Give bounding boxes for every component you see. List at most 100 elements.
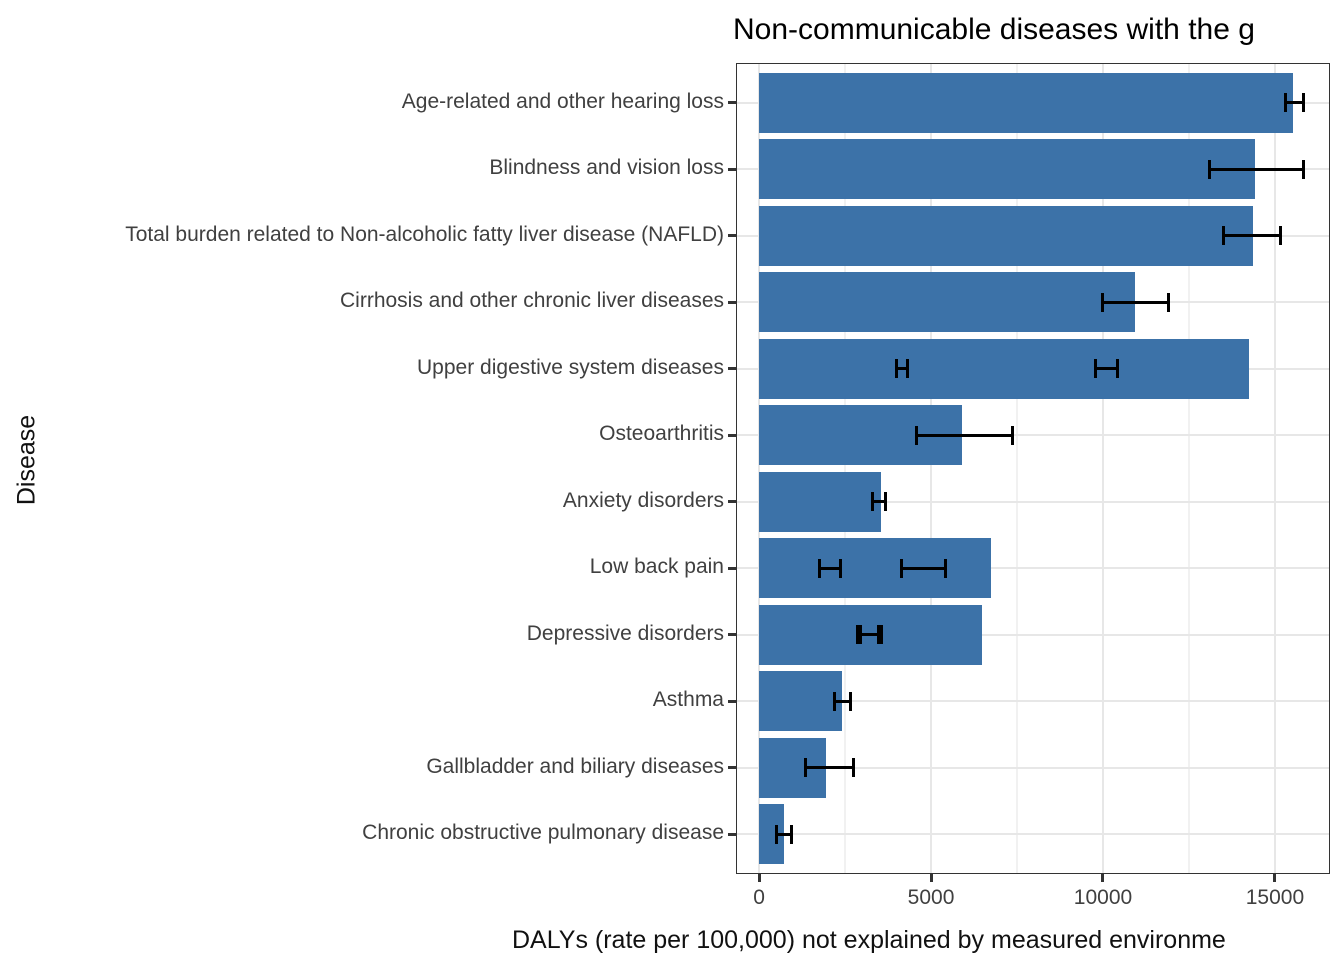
bar [759, 272, 1135, 333]
y-axis-tick [728, 766, 736, 770]
error-bar-line [1209, 167, 1304, 171]
y-axis-category-label: Depressive disorders [526, 621, 724, 645]
error-bar-cap [915, 425, 919, 445]
error-bar-cap [1011, 425, 1015, 445]
y-axis-tick [728, 433, 736, 437]
category-gridline [736, 700, 1330, 703]
error-bar-line [872, 500, 886, 504]
minor-gridline [844, 63, 846, 874]
bar [759, 205, 1253, 266]
y-axis-tick [728, 167, 736, 171]
error-bar-cap [852, 758, 856, 778]
error-bar-cap [905, 359, 909, 379]
error-bar-line [916, 433, 1013, 437]
error-bar-cap [870, 492, 874, 512]
error-bar-cap [1166, 292, 1170, 312]
error-bar-line [834, 699, 851, 703]
y-axis-tick [728, 633, 736, 637]
error-bar-cap [832, 691, 836, 711]
major-gridline [1101, 63, 1104, 874]
bar [759, 471, 882, 532]
error-bar-cap [1101, 292, 1105, 312]
error-bar-cap [789, 824, 793, 844]
x-axis-title: DALYs (rate per 100,000) not explained b… [512, 926, 1226, 954]
minor-gridline [1016, 63, 1018, 874]
category-gridline [736, 567, 1330, 570]
error-bar-cap [1284, 93, 1288, 113]
y-axis-category-label: Osteoarthritis [599, 422, 724, 446]
major-gridline [758, 63, 761, 874]
error-bar-cap [855, 625, 859, 645]
y-axis-category-label: Low back pain [589, 555, 724, 579]
y-axis-category-label: Upper digestive system diseases [417, 355, 724, 379]
category-gridline [736, 833, 1330, 836]
error-bar-cap [838, 558, 842, 578]
y-axis-tick [728, 832, 736, 836]
error-bar-cap [1115, 359, 1119, 379]
error-bar-cap [895, 359, 899, 379]
y-axis-category-label: Age-related and other hearing loss [401, 89, 724, 113]
x-axis-tick-label: 15000 [1245, 886, 1305, 909]
error-bar-line [1285, 101, 1304, 105]
chart-title: Non-communicable diseases with the g [733, 13, 1255, 46]
error-bar-cap [1208, 159, 1212, 179]
error-bar-line [901, 566, 946, 570]
y-axis-category-label: Anxiety disorders [562, 488, 724, 512]
error-bar-cap [884, 492, 888, 512]
error-bar-cap [879, 625, 883, 645]
error-bar-cap [1278, 226, 1282, 246]
x-axis-tick-label: 5000 [907, 886, 955, 909]
y-axis-tick [728, 101, 736, 105]
category-gridline [736, 434, 1330, 437]
y-axis-category-label: Asthma [652, 688, 724, 712]
y-axis-tick [728, 367, 736, 371]
error-bar-line [805, 766, 854, 770]
error-bar-cap [1221, 226, 1225, 246]
error-bar-line [819, 566, 841, 570]
y-axis-tick [728, 699, 736, 703]
y-axis-tick [728, 234, 736, 238]
y-axis-category-label: Total burden related to Non-alcoholic fa… [125, 222, 724, 246]
bar [759, 72, 1293, 133]
error-bar-cap [775, 824, 779, 844]
error-bar-cap [1301, 159, 1305, 179]
y-axis-tick [728, 500, 736, 504]
error-bar-line [860, 633, 879, 637]
error-bar-cap [899, 558, 903, 578]
y-axis-tick [728, 566, 736, 570]
minor-gridline [1188, 63, 1190, 874]
bar [759, 671, 842, 732]
y-axis-title: Disease [12, 414, 41, 506]
category-gridline [736, 633, 1330, 636]
error-bar-line [776, 832, 792, 836]
error-bar-line [1095, 367, 1118, 371]
error-bar-cap [803, 758, 807, 778]
error-bar-cap [1093, 359, 1097, 379]
major-gridline [930, 63, 933, 874]
major-gridline [1273, 63, 1276, 874]
category-gridline [736, 766, 1330, 769]
error-bar-cap [943, 558, 947, 578]
x-axis-tick [1273, 874, 1277, 882]
x-axis-tick-label: 10000 [1073, 886, 1133, 909]
y-axis-category-label: Chronic obstructive pulmonary disease [362, 821, 724, 845]
x-axis-tick [757, 874, 761, 882]
error-bar-cap [876, 625, 880, 645]
error-bar-line [896, 367, 908, 371]
y-axis-category-label: Cirrhosis and other chronic liver diseas… [340, 289, 724, 313]
bar [759, 538, 991, 599]
error-bar-cap [849, 691, 853, 711]
error-bar-cap [1301, 93, 1305, 113]
error-bar-cap [818, 558, 822, 578]
x-axis-tick [1101, 874, 1105, 882]
y-axis-category-label: Blindness and vision loss [489, 156, 724, 180]
y-axis-category-label: Gallbladder and biliary diseases [426, 754, 724, 778]
error-bar-line [1223, 234, 1281, 238]
error-bar-cap [859, 625, 863, 645]
bar [759, 338, 1250, 399]
y-axis-tick [728, 300, 736, 304]
category-gridline [736, 500, 1330, 503]
x-axis-tick [929, 874, 933, 882]
error-bar-line [1102, 300, 1168, 304]
